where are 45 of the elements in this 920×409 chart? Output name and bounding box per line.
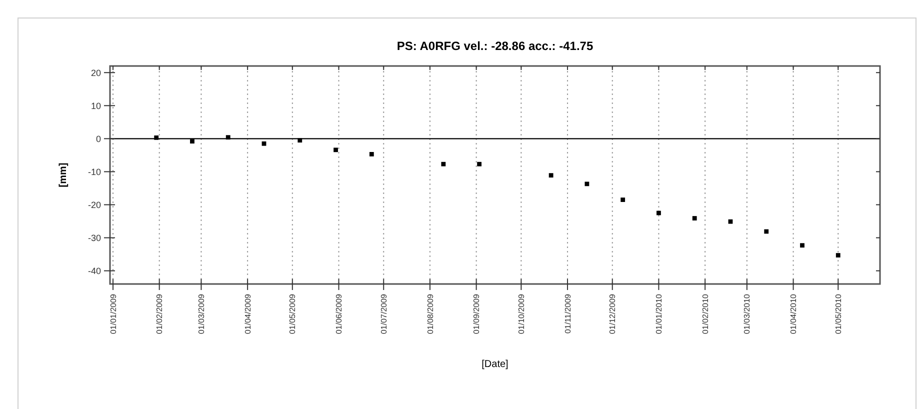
point xyxy=(836,253,840,258)
point xyxy=(584,182,590,186)
point xyxy=(334,148,338,152)
y-axis-title: [mm] xyxy=(58,162,69,188)
x-tick-label: 01/02/2010 xyxy=(700,293,710,334)
x-axis-title: [Date] xyxy=(482,359,509,370)
point xyxy=(692,216,697,220)
point xyxy=(369,152,374,156)
y-tick-label: -30 xyxy=(88,232,101,243)
point xyxy=(656,210,661,216)
point xyxy=(620,198,626,202)
x-tick-label: 01/03/2009 xyxy=(197,293,206,334)
chart-title: PS: A0RFG vel.: -28.86 acc.: -41.75 xyxy=(396,39,594,53)
x-tick-label: 01/11/2009 xyxy=(563,293,572,334)
x-tick-label: 01/05/2009 xyxy=(288,293,298,334)
x-tick-label: 01/06/2009 xyxy=(334,293,344,334)
y-tick-label: -40 xyxy=(88,266,101,276)
x-tick-label: 01/01/2009 xyxy=(108,293,118,334)
x-tick-label: 01/01/2010 xyxy=(654,293,664,334)
y-tick-label: -10 xyxy=(88,166,101,177)
point xyxy=(764,229,769,234)
point xyxy=(477,162,482,166)
point xyxy=(262,141,266,146)
x-tick-label: 01/10/2009 xyxy=(516,293,526,334)
x-tick-label: 01/08/2009 xyxy=(426,293,435,334)
y-tick-label: 20 xyxy=(90,68,101,78)
point xyxy=(441,162,446,166)
y-tick-label: -20 xyxy=(88,200,101,210)
point xyxy=(226,135,230,140)
y-tick-label: 10 xyxy=(90,100,101,111)
x-tick-label: 01/03/2010 xyxy=(742,293,752,334)
point xyxy=(298,138,302,143)
x-tick-label: 01/12/2009 xyxy=(608,293,618,334)
x-tick-label: 01/07/2009 xyxy=(379,293,388,334)
x-tick-label: 01/02/2009 xyxy=(155,293,164,334)
point xyxy=(190,139,194,144)
y-tick-label: 0 xyxy=(96,134,101,144)
x-tick-label: 01/05/2010 xyxy=(834,293,843,334)
point xyxy=(548,173,554,178)
point xyxy=(728,219,733,224)
x-tick-label: 01/09/2009 xyxy=(472,293,482,334)
point xyxy=(154,135,159,140)
x-tick-label: 01/04/2010 xyxy=(789,293,798,334)
point xyxy=(800,243,804,248)
x-tick-label: 01/04/2009 xyxy=(243,293,252,334)
